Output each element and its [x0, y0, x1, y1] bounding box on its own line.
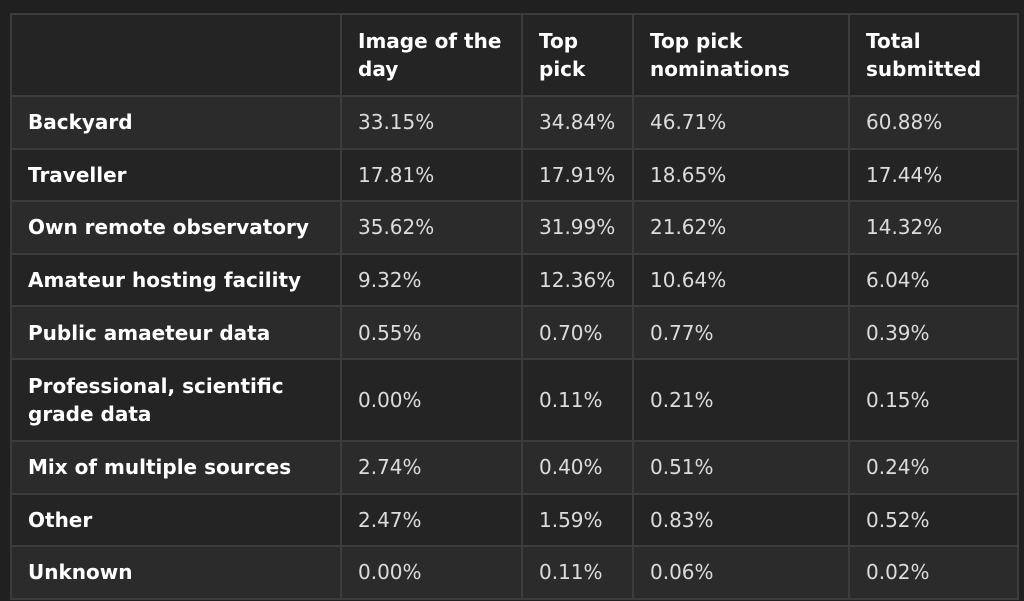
table-cell: 33.15% [340, 95, 523, 150]
table-cell: 31.99% [521, 200, 634, 255]
data-table: Image of the day Top pick Top pick nomin… [10, 13, 1019, 600]
table-cell: 2.74% [340, 439, 523, 495]
table-row: Professional, scientific grade data 0.00… [10, 357, 1019, 442]
table-header: Image of the day Top pick Top pick nomin… [10, 13, 1019, 97]
table-cell: 0.83% [632, 492, 850, 548]
table-cell: 0.15% [848, 357, 1019, 442]
table-cell: 2.47% [340, 492, 523, 548]
table-cell: 17.44% [848, 147, 1019, 203]
table-cell: 21.62% [632, 200, 850, 255]
table-cell: 0.00% [340, 545, 523, 600]
table-cell: 6.04% [848, 252, 1019, 308]
table-cell: 18.65% [632, 147, 850, 203]
header-top-pick-nominations: Top pick nominations [632, 13, 850, 97]
table-cell: 60.88% [848, 95, 1019, 150]
table-cell: 1.59% [521, 492, 634, 548]
table-row: Own remote observatory 35.62% 31.99% 21.… [10, 200, 1019, 255]
row-label: Professional, scientific grade data [10, 357, 342, 442]
table-row: Public amaeteur data 0.55% 0.70% 0.77% 0… [10, 305, 1019, 360]
table-cell: 0.40% [521, 439, 634, 495]
table-cell: 0.51% [632, 439, 850, 495]
table-body: Backyard 33.15% 34.84% 46.71% 60.88% Tra… [10, 95, 1019, 600]
row-label: Amateur hosting facility [10, 252, 342, 308]
table-cell: 0.52% [848, 492, 1019, 548]
data-table-container: Image of the day Top pick Top pick nomin… [10, 13, 1019, 600]
table-cell: 17.91% [521, 147, 634, 203]
row-label: Own remote observatory [10, 200, 342, 255]
table-cell: 12.36% [521, 252, 634, 308]
table-cell: 34.84% [521, 95, 634, 150]
table-row: Unknown 0.00% 0.11% 0.06% 0.02% [10, 545, 1019, 600]
table-cell: 9.32% [340, 252, 523, 308]
table-cell: 46.71% [632, 95, 850, 150]
table-cell: 0.70% [521, 305, 634, 360]
header-row: Image of the day Top pick Top pick nomin… [10, 13, 1019, 97]
row-label: Other [10, 492, 342, 548]
table-cell: 0.06% [632, 545, 850, 600]
table-cell: 14.32% [848, 200, 1019, 255]
table-row: Amateur hosting facility 9.32% 12.36% 10… [10, 252, 1019, 308]
header-total-submitted: Total submitted [848, 13, 1019, 97]
row-label: Backyard [10, 95, 342, 150]
table-cell: 10.64% [632, 252, 850, 308]
table-row: Mix of multiple sources 2.74% 0.40% 0.51… [10, 439, 1019, 495]
row-label: Mix of multiple sources [10, 439, 342, 495]
header-corner [10, 13, 342, 97]
row-label: Public amaeteur data [10, 305, 342, 360]
table-cell: 0.11% [521, 545, 634, 600]
table-cell: 0.21% [632, 357, 850, 442]
table-cell: 0.55% [340, 305, 523, 360]
table-row: Backyard 33.15% 34.84% 46.71% 60.88% [10, 95, 1019, 150]
row-label: Unknown [10, 545, 342, 600]
table-cell: 0.11% [521, 357, 634, 442]
table-cell: 17.81% [340, 147, 523, 203]
table-cell: 35.62% [340, 200, 523, 255]
header-image-of-the-day: Image of the day [340, 13, 523, 97]
table-cell: 0.77% [632, 305, 850, 360]
table-cell: 0.00% [340, 357, 523, 442]
table-cell: 0.39% [848, 305, 1019, 360]
table-row: Other 2.47% 1.59% 0.83% 0.52% [10, 492, 1019, 548]
table-cell: 0.24% [848, 439, 1019, 495]
header-top-pick: Top pick [521, 13, 634, 97]
table-row: Traveller 17.81% 17.91% 18.65% 17.44% [10, 147, 1019, 203]
table-cell: 0.02% [848, 545, 1019, 600]
row-label: Traveller [10, 147, 342, 203]
